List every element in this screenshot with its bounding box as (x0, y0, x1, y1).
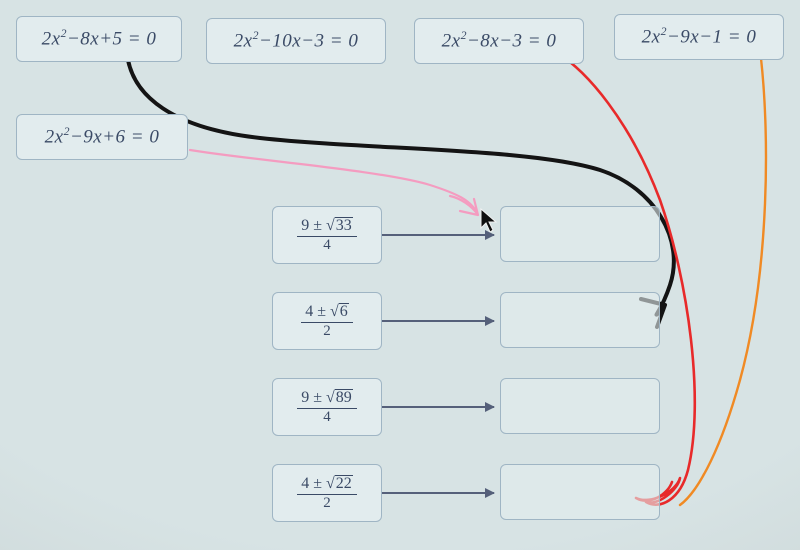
equation-text: 2x2−10x−3 = 0 (234, 29, 359, 52)
equation-text: 2x2−8x+5 = 0 (42, 27, 157, 50)
solution-tile-sol4[interactable]: 4 ± √222 (272, 464, 382, 522)
solution-tile-sol1[interactable]: 9 ± √334 (272, 206, 382, 264)
equation-text: 2x2−9x−1 = 0 (642, 25, 757, 48)
solution-fraction: 9 ± √334 (297, 217, 357, 254)
equation-text: 2x2−8x−3 = 0 (442, 29, 557, 52)
equation-tile-eq4[interactable]: 2x2−9x−1 = 0 (614, 14, 784, 60)
drop-target-tgt2[interactable] (500, 292, 660, 348)
drop-target-tgt3[interactable] (500, 378, 660, 434)
solution-tile-sol3[interactable]: 9 ± √894 (272, 378, 382, 436)
handdrawn-stroke-orange (680, 50, 766, 505)
equation-tile-eq3[interactable]: 2x2−8x−3 = 0 (414, 18, 584, 64)
match-arrow-3 (382, 406, 494, 408)
match-arrow-2 (382, 320, 494, 322)
solution-fraction: 4 ± √222 (297, 475, 357, 512)
handdrawn-stroke-red (560, 55, 695, 505)
diagram-stage: 2x2−8x+5 = 0 2x2−10x−3 = 0 2x2−8x−3 = 0 2x2… (0, 0, 800, 550)
solution-fraction: 4 ± √62 (301, 303, 353, 340)
solution-tile-sol2[interactable]: 4 ± √62 (272, 292, 382, 350)
equation-tile-eq2[interactable]: 2x2−10x−3 = 0 (206, 18, 386, 64)
match-arrow-4 (382, 492, 494, 494)
drop-target-tgt4[interactable] (500, 464, 660, 520)
equation-tile-eq5[interactable]: 2x2−9x+6 = 0 (16, 114, 188, 160)
stroke-layer (0, 0, 800, 550)
equation-tile-eq1[interactable]: 2x2−8x+5 = 0 (16, 16, 182, 62)
handdrawn-stroke-black (128, 60, 674, 327)
drop-target-tgt1[interactable] (500, 206, 660, 262)
equation-text: 2x2−9x+6 = 0 (45, 125, 160, 148)
solution-fraction: 9 ± √894 (297, 389, 357, 426)
match-arrow-1 (382, 234, 494, 236)
